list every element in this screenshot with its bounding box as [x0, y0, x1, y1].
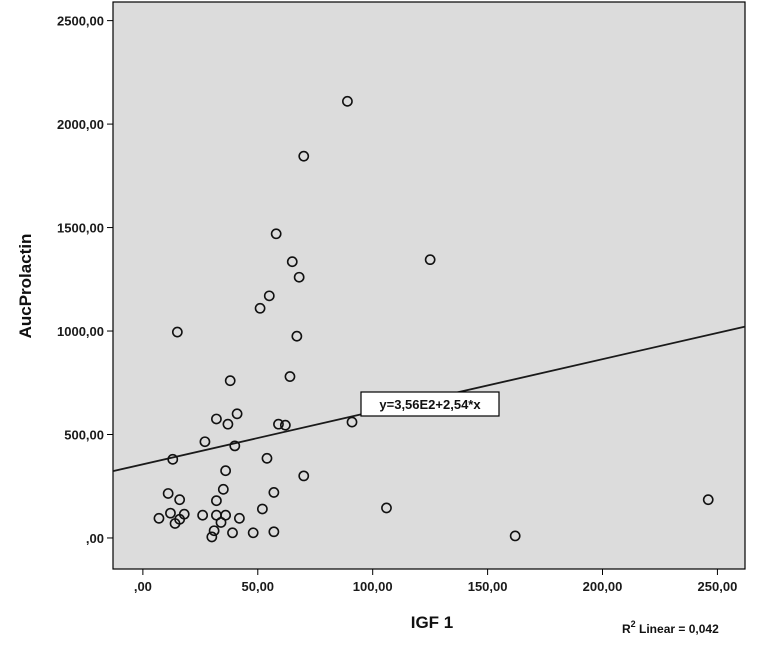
data-point [261, 452, 273, 464]
data-point [298, 150, 310, 162]
x-tick-label: 150,00 [468, 579, 508, 594]
x-tick-label: 50,00 [242, 579, 275, 594]
data-point [346, 416, 358, 428]
data-point [171, 326, 183, 338]
x-tick-label: 100,00 [353, 579, 393, 594]
data-point [220, 465, 232, 477]
y-tick-label: 500,00 [64, 427, 104, 442]
data-point [211, 495, 222, 507]
r-squared-label: R2 Linear = 0,042 [622, 619, 719, 636]
data-point [298, 470, 310, 482]
data-point [263, 290, 275, 302]
data-point [165, 507, 176, 519]
data-point [206, 531, 218, 543]
x-axis-title: IGF 1 [411, 613, 454, 632]
data-point [229, 440, 241, 452]
data-point [424, 254, 436, 266]
data-point [153, 512, 165, 524]
data-point [342, 95, 353, 107]
data-point [247, 527, 259, 539]
data-point [199, 436, 211, 448]
data-point [217, 483, 229, 495]
data-point [220, 509, 232, 521]
data-point [208, 525, 220, 537]
y-axis-title: AucProlactin [16, 234, 35, 339]
data-point [291, 330, 303, 342]
data-point [286, 256, 298, 268]
data-point [509, 530, 521, 542]
data-point [162, 488, 174, 499]
x-tick-label: 200,00 [583, 579, 623, 594]
data-point [233, 512, 245, 524]
data-point [167, 453, 179, 465]
equation-box [360, 391, 500, 417]
y-tick-label: 1000,00 [57, 324, 104, 339]
data-point [231, 408, 243, 420]
y-tick-label: 2000,00 [57, 117, 104, 132]
data-point [224, 375, 236, 387]
y-tick-label: ,00 [86, 531, 104, 546]
data-point [702, 494, 714, 506]
data-point [227, 527, 238, 539]
y-tick-label: 1500,00 [57, 221, 104, 236]
data-point [197, 509, 209, 521]
equation-label: y=3,56E2+2,54*x [379, 397, 481, 412]
data-point [293, 271, 305, 283]
data-point [211, 413, 222, 425]
data-point [256, 503, 268, 515]
data-point [174, 494, 186, 506]
plot-area [112, 1, 746, 570]
data-point [279, 419, 291, 431]
data-point [284, 371, 296, 382]
data-point [254, 302, 266, 314]
data-point [381, 502, 392, 514]
y-tick-label: 2500,00 [57, 14, 104, 29]
data-point [273, 418, 284, 430]
data-point [222, 418, 234, 430]
data-point [178, 508, 190, 520]
data-point [268, 526, 280, 538]
x-tick-label: 250,00 [698, 579, 738, 594]
data-point [270, 228, 282, 240]
data-point [268, 487, 280, 498]
x-tick-label: ,00 [134, 579, 152, 594]
